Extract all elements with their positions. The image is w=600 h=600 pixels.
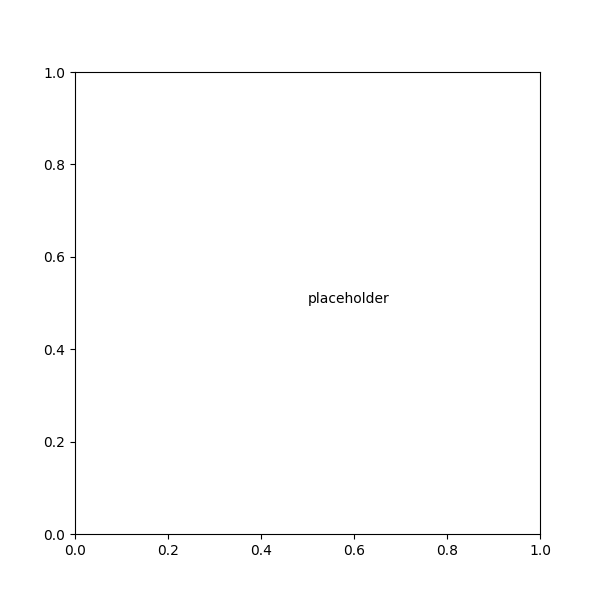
Text: placeholder: placeholder (308, 292, 389, 306)
